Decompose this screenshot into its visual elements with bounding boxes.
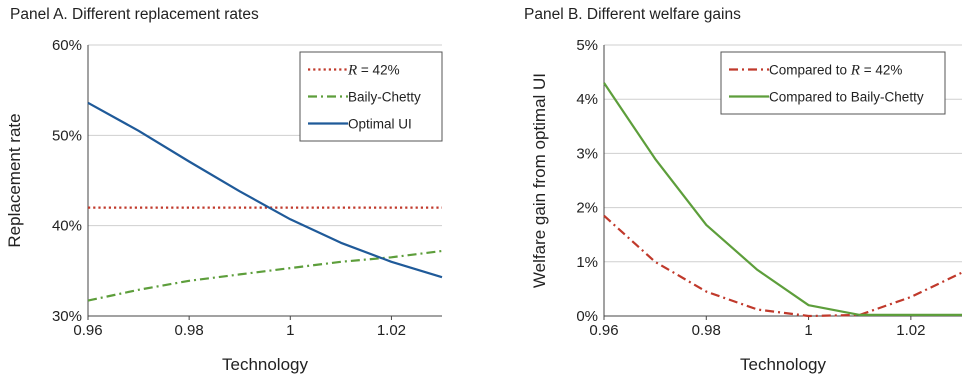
panel-b-y-axis-label: Welfare gain from optimal UI <box>530 73 549 288</box>
panel-b-y-tick-label: 5% <box>576 37 598 54</box>
panel-b-y-tick-label: 3% <box>576 145 598 162</box>
panel-a-y-tick-label: 60% <box>52 37 82 54</box>
panel-a-y-tick-label: 50% <box>52 127 82 144</box>
panel-b-x-axis-label: Technology <box>740 355 827 374</box>
panel-b-y-tick-label: 2% <box>576 200 598 217</box>
panel-a-legend-label-0: R = 42% <box>347 63 400 79</box>
panel-b-series-line-0 <box>604 216 962 316</box>
panel-a-y-axis-label: Replacement rate <box>5 113 24 247</box>
panel-a-x-tick-label: 0.98 <box>175 322 204 339</box>
panel-b-legend-label-1: Compared to Baily-Chetty <box>769 90 924 105</box>
panel-a-x-tick-label: 1.02 <box>377 322 406 339</box>
panel-b-y-tick-label: 1% <box>576 254 598 271</box>
panel-b-x-tick-label: 0.98 <box>692 322 721 339</box>
panel-b-x-tick-label: 1 <box>804 322 812 339</box>
panel-a-legend-label-2: Optimal UI <box>348 117 412 132</box>
panel-a-x-axis-label: Technology <box>222 355 309 374</box>
panel-a-x-tick-label: 0.96 <box>73 322 102 339</box>
panel-b-y-tick-label: 4% <box>576 91 598 108</box>
panel-a-series-line-1 <box>88 251 442 301</box>
panel-a-y-tick-label: 40% <box>52 218 82 235</box>
panel-a-x-tick-label: 1 <box>286 322 294 339</box>
panel-b-legend-label-0: Compared to R = 42% <box>769 63 902 79</box>
panel-b-x-tick-label: 0.96 <box>589 322 618 339</box>
panel-b-series-line-1 <box>604 83 962 315</box>
panel-a-legend-label-1: Baily-Chetty <box>348 90 421 105</box>
panel-b-x-tick-label: 1.02 <box>896 322 925 339</box>
panel-b-legend <box>721 52 945 114</box>
